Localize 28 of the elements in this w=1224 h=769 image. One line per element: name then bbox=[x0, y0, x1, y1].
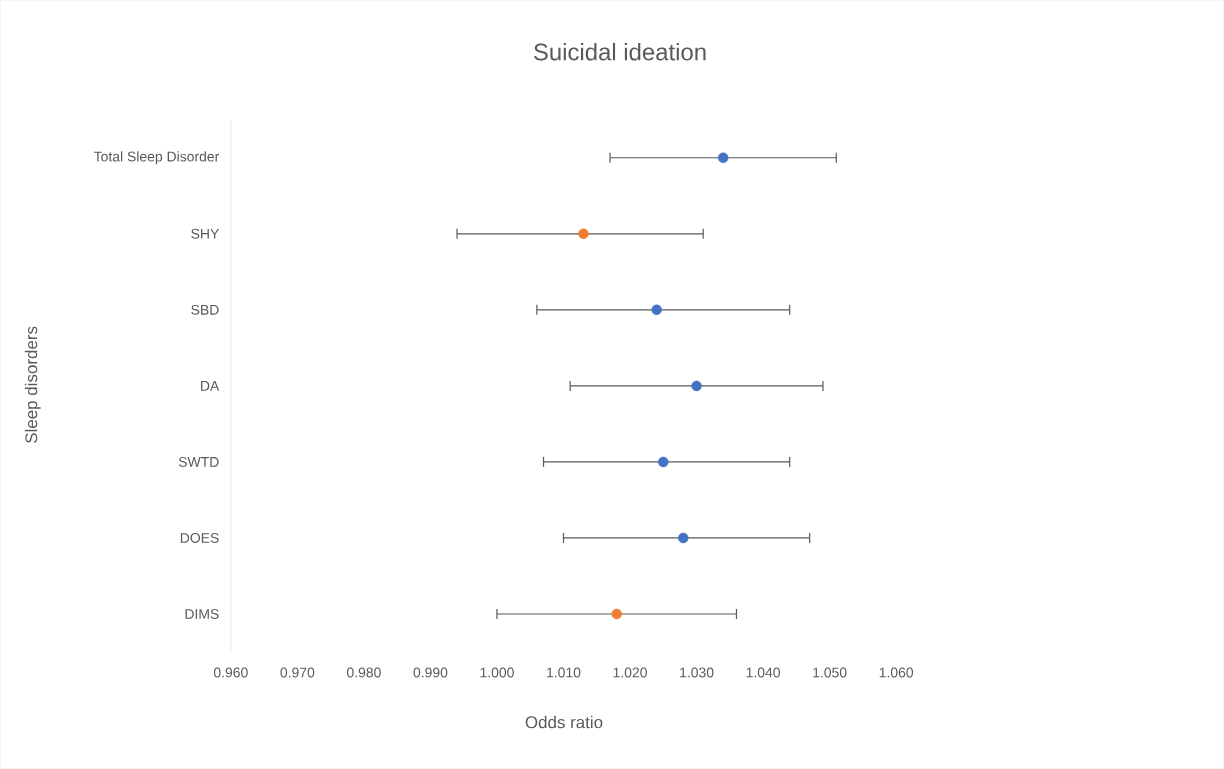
point bbox=[691, 380, 702, 392]
x-tick-label: 0.970 bbox=[280, 667, 315, 678]
x-tick-label: 0.980 bbox=[346, 667, 381, 678]
point bbox=[678, 532, 689, 544]
chart-title: Suicidal ideation bbox=[533, 43, 706, 61]
x-tick-label: 1.060 bbox=[879, 667, 914, 678]
point bbox=[578, 228, 589, 240]
y-tick-label: SHY bbox=[191, 228, 219, 239]
y-tick-label: SBD bbox=[191, 305, 219, 315]
x-tick-label: 1.000 bbox=[480, 667, 514, 678]
y-tick-label: Total Sleep Disorder bbox=[93, 151, 220, 165]
y-tick-label: SWTD bbox=[178, 457, 219, 467]
point bbox=[658, 456, 669, 468]
x-tick-label: 1.050 bbox=[813, 667, 847, 678]
x-tick-label: 1.020 bbox=[613, 667, 647, 678]
y-tick-label: DOES bbox=[180, 533, 219, 544]
x-tick-label: 0.960 bbox=[213, 667, 248, 678]
x-tick-label: 0.990 bbox=[413, 667, 448, 678]
point bbox=[611, 608, 622, 620]
y-tick-label: DA bbox=[201, 381, 220, 391]
x-axis-title: Odds ratio bbox=[525, 715, 603, 729]
point bbox=[651, 304, 662, 316]
y-tick-label: DIMS bbox=[185, 609, 219, 620]
x-tick-label: 1.040 bbox=[746, 667, 781, 678]
x-tick-label: 1.030 bbox=[680, 667, 714, 678]
point bbox=[717, 152, 729, 164]
y-axis-title: Sleep disorders bbox=[24, 326, 41, 444]
x-tick-label: 1.010 bbox=[547, 667, 581, 678]
